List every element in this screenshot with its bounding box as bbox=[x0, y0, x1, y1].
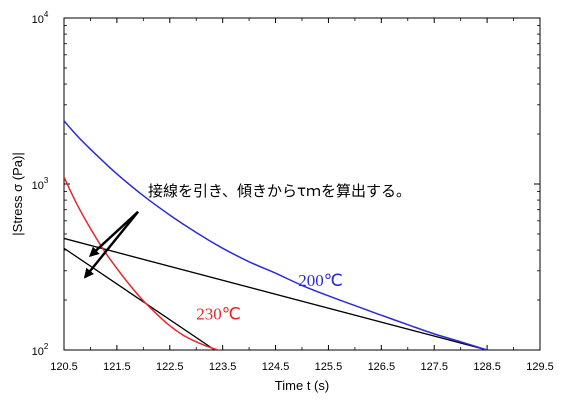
series-line bbox=[64, 120, 488, 350]
x-tick-label: 127.5 bbox=[420, 361, 448, 373]
y-tick-label: 104 bbox=[32, 10, 49, 26]
annotation-arrow bbox=[83, 211, 139, 279]
x-tick-label: 129.5 bbox=[526, 361, 554, 373]
plot-contents bbox=[64, 120, 488, 350]
x-tick-label: 126.5 bbox=[368, 361, 396, 373]
annotation-text: 接線を引き、傾きからτｍを算出する。 bbox=[148, 182, 411, 200]
series-label-230: 230℃ bbox=[196, 305, 241, 324]
tangent-line bbox=[64, 237, 488, 350]
series-label-200: 200℃ bbox=[298, 271, 343, 290]
y-axis-title: |Stress σ (Pa)| bbox=[10, 152, 25, 235]
x-tick-label: 120.5 bbox=[50, 361, 78, 373]
tangent-line bbox=[64, 247, 216, 350]
x-tick-label: 124.5 bbox=[262, 361, 290, 373]
x-tick-label: 122.5 bbox=[156, 361, 184, 373]
y-tick-label: 102 bbox=[32, 342, 49, 358]
x-tick-label: 121.5 bbox=[103, 361, 131, 373]
x-tick-label: 123.5 bbox=[209, 361, 237, 373]
plot-area: 120.5 121.5 122.5 123.5 124.5 125.5 126.5 127.5… bbox=[10, 10, 554, 393]
x-tick-label: 125.5 bbox=[315, 361, 343, 373]
x-axis-title: Time t (s) bbox=[275, 378, 329, 393]
y-tick-label: 103 bbox=[32, 176, 49, 192]
series-line bbox=[64, 176, 221, 350]
x-tick-label: 128.5 bbox=[473, 361, 501, 373]
annotation-arrow bbox=[88, 210, 139, 258]
